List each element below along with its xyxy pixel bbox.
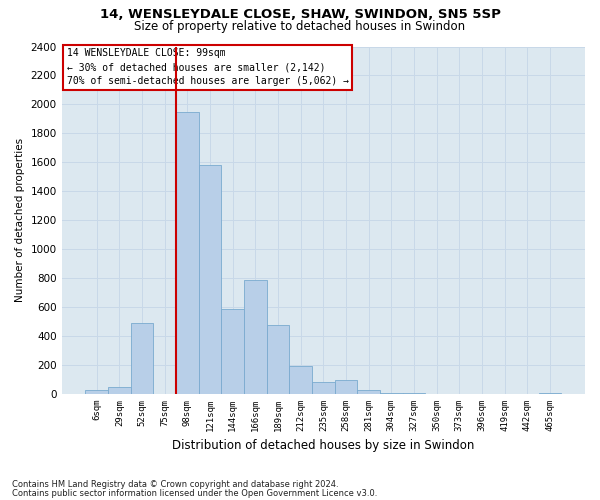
Y-axis label: Number of detached properties: Number of detached properties (15, 138, 25, 302)
Bar (266, 324, 289, 394)
Bar (221, 308, 244, 394)
Bar (85, 390, 108, 394)
Bar (312, 382, 335, 394)
Bar (176, 112, 199, 394)
Text: Size of property relative to detached houses in Swindon: Size of property relative to detached ho… (134, 20, 466, 33)
Bar (289, 366, 312, 394)
Bar (358, 390, 380, 394)
Bar (403, 393, 425, 394)
Bar (108, 387, 131, 394)
Bar (335, 380, 358, 394)
Bar (131, 323, 154, 394)
Text: 14, WENSLEYDALE CLOSE, SHAW, SWINDON, SN5 5SP: 14, WENSLEYDALE CLOSE, SHAW, SWINDON, SN… (100, 8, 500, 20)
Text: Contains HM Land Registry data © Crown copyright and database right 2024.: Contains HM Land Registry data © Crown c… (12, 480, 338, 489)
Bar (380, 392, 403, 394)
Bar (539, 393, 561, 394)
Bar (244, 280, 266, 394)
Text: 14 WENSLEYDALE CLOSE: 99sqm
← 30% of detached houses are smaller (2,142)
70% of : 14 WENSLEYDALE CLOSE: 99sqm ← 30% of det… (67, 48, 349, 86)
Text: Contains public sector information licensed under the Open Government Licence v3: Contains public sector information licen… (12, 488, 377, 498)
X-axis label: Distribution of detached houses by size in Swindon: Distribution of detached houses by size … (172, 440, 475, 452)
Bar (199, 165, 221, 394)
